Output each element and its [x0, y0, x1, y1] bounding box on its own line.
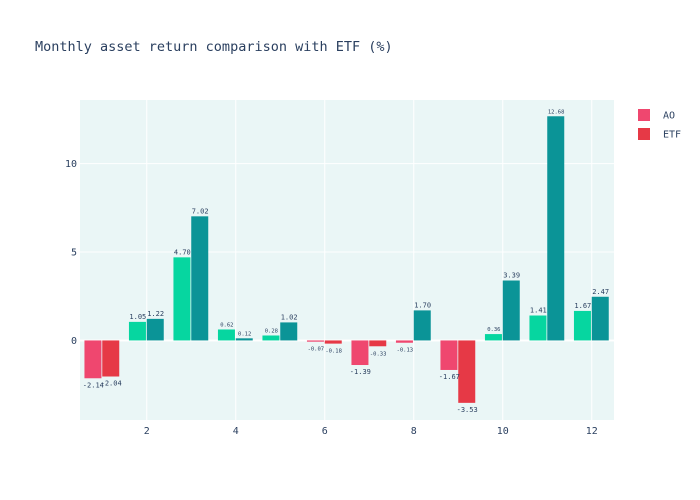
bars [84, 116, 609, 403]
y-tick-label: 10 [65, 159, 77, 170]
data-label: 1.22 [147, 310, 164, 318]
data-label: 2.47 [592, 288, 609, 296]
data-label: -1.67 [439, 373, 460, 381]
data-label: 1.41 [530, 307, 547, 315]
data-label: 4.70 [174, 248, 191, 256]
data-label: 1.05 [129, 313, 146, 321]
bar-ao-2[interactable] [128, 321, 146, 341]
x-tick-label: 4 [233, 426, 239, 437]
data-label: 1.02 [281, 313, 298, 321]
data-labels: -2.14 1.05 4.70 0.62 0.28 -0.07 -1.39 -0.13 -1.6… [83, 109, 609, 414]
bar-ao-1[interactable] [84, 340, 102, 379]
bar-etf-8[interactable] [413, 310, 431, 341]
y-axis: 0 5 10 [65, 159, 77, 347]
bar-ao-10[interactable] [484, 334, 502, 341]
legend-item-ao[interactable]: AO [638, 109, 675, 122]
plot-area [80, 100, 614, 420]
y-tick-label: 0 [71, 336, 77, 347]
data-label: 7.02 [192, 207, 209, 215]
data-label: -2.14 [83, 381, 104, 389]
data-label: -2.04 [101, 380, 122, 388]
data-label: 1.70 [414, 301, 431, 309]
chart-title: Monthly asset return comparison with ETF… [35, 39, 393, 55]
gridlines [80, 100, 614, 420]
data-label: -3.53 [457, 406, 478, 414]
data-label: 0.28 [265, 328, 278, 334]
x-tick-label: 6 [322, 426, 328, 437]
x-axis: 2 4 6 8 10 12 [144, 426, 598, 437]
bar-etf-10[interactable] [502, 280, 520, 341]
legend[interactable]: AO ETF [638, 109, 681, 141]
bar-etf-6[interactable] [324, 340, 342, 344]
bar-etf-2[interactable] [146, 318, 164, 341]
bar-etf-4[interactable] [235, 338, 253, 341]
bar-ao-12[interactable] [573, 310, 591, 341]
bar-ao-5[interactable] [262, 335, 280, 341]
legend-label: ETF [663, 130, 681, 141]
bar-ao-4[interactable] [217, 329, 235, 341]
x-tick-label: 2 [144, 426, 150, 437]
legend-swatch [638, 128, 650, 140]
bar-ao-8[interactable] [395, 340, 413, 343]
data-label: 0.62 [220, 322, 233, 328]
data-label: 3.39 [503, 272, 520, 280]
bar-etf-9[interactable] [458, 340, 476, 403]
data-label: -0.07 [308, 347, 325, 353]
bar-ao-6[interactable] [306, 340, 324, 342]
bar-etf-5[interactable] [280, 322, 298, 341]
legend-swatch [638, 109, 650, 121]
data-label: 0.36 [487, 327, 500, 333]
data-label: 1.67 [574, 302, 591, 310]
data-label: -0.13 [397, 348, 414, 354]
legend-item-etf[interactable]: ETF [638, 128, 681, 141]
legend-label: AO [663, 111, 675, 122]
bar-etf-3[interactable] [191, 216, 209, 341]
data-label: 12.68 [548, 109, 565, 115]
x-tick-label: 12 [586, 426, 598, 437]
data-label: -0.33 [370, 351, 387, 357]
x-tick-label: 10 [497, 426, 509, 437]
data-label: 0.12 [238, 331, 251, 337]
data-label: -1.39 [350, 368, 371, 376]
bar-etf-7[interactable] [369, 340, 387, 347]
x-tick-label: 8 [411, 426, 417, 437]
bar-etf-1[interactable] [102, 340, 120, 377]
bar-ao-7[interactable] [351, 340, 369, 366]
bar-ao-11[interactable] [529, 315, 547, 341]
data-label: -0.18 [325, 349, 342, 355]
bar-etf-11[interactable] [547, 116, 565, 341]
bar-ao-9[interactable] [440, 340, 458, 370]
bar-etf-12[interactable] [591, 296, 609, 341]
bar-ao-3[interactable] [173, 257, 191, 341]
y-tick-label: 5 [71, 248, 77, 259]
